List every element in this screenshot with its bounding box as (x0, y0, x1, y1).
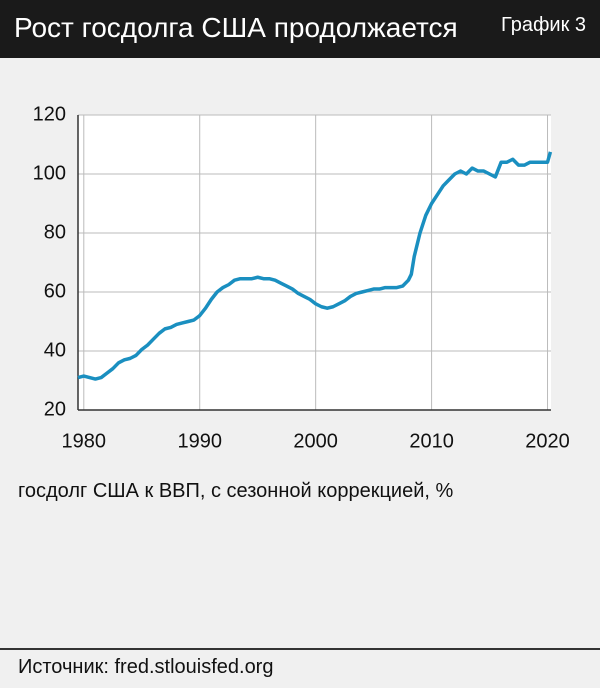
x-tick-label: 1980 (62, 430, 107, 452)
y-axis-label: госдолг США к ВВП, с сезонной коррекцией… (18, 480, 454, 502)
y-tick-label: 60 (44, 280, 66, 302)
chart: 20 40 60 80 100 120 1980 1990 2000 2010 2020 (33, 103, 570, 452)
x-tick-label: 2000 (293, 430, 338, 452)
y-tick-label: 120 (33, 103, 66, 125)
data-line (77, 151, 553, 381)
separator (0, 648, 600, 650)
y-tick-label: 100 (33, 162, 66, 184)
y-tick-label: 80 (44, 221, 66, 243)
x-tick-label: 1990 (177, 430, 222, 452)
chart-title: Рост госдолга США продолжается (14, 12, 458, 43)
y-tick-label: 20 (44, 398, 66, 420)
plot-area (78, 115, 551, 410)
figure-label: График 3 (500, 14, 586, 36)
source: Источник: fred.stlouisfed.org (18, 656, 274, 678)
y-tick-label: 40 (44, 339, 66, 361)
x-tick-label: 2010 (409, 430, 454, 452)
x-tick-label: 2020 (525, 430, 570, 452)
header-bar: Рост госдолга США продолжается График 3 (0, 0, 600, 58)
